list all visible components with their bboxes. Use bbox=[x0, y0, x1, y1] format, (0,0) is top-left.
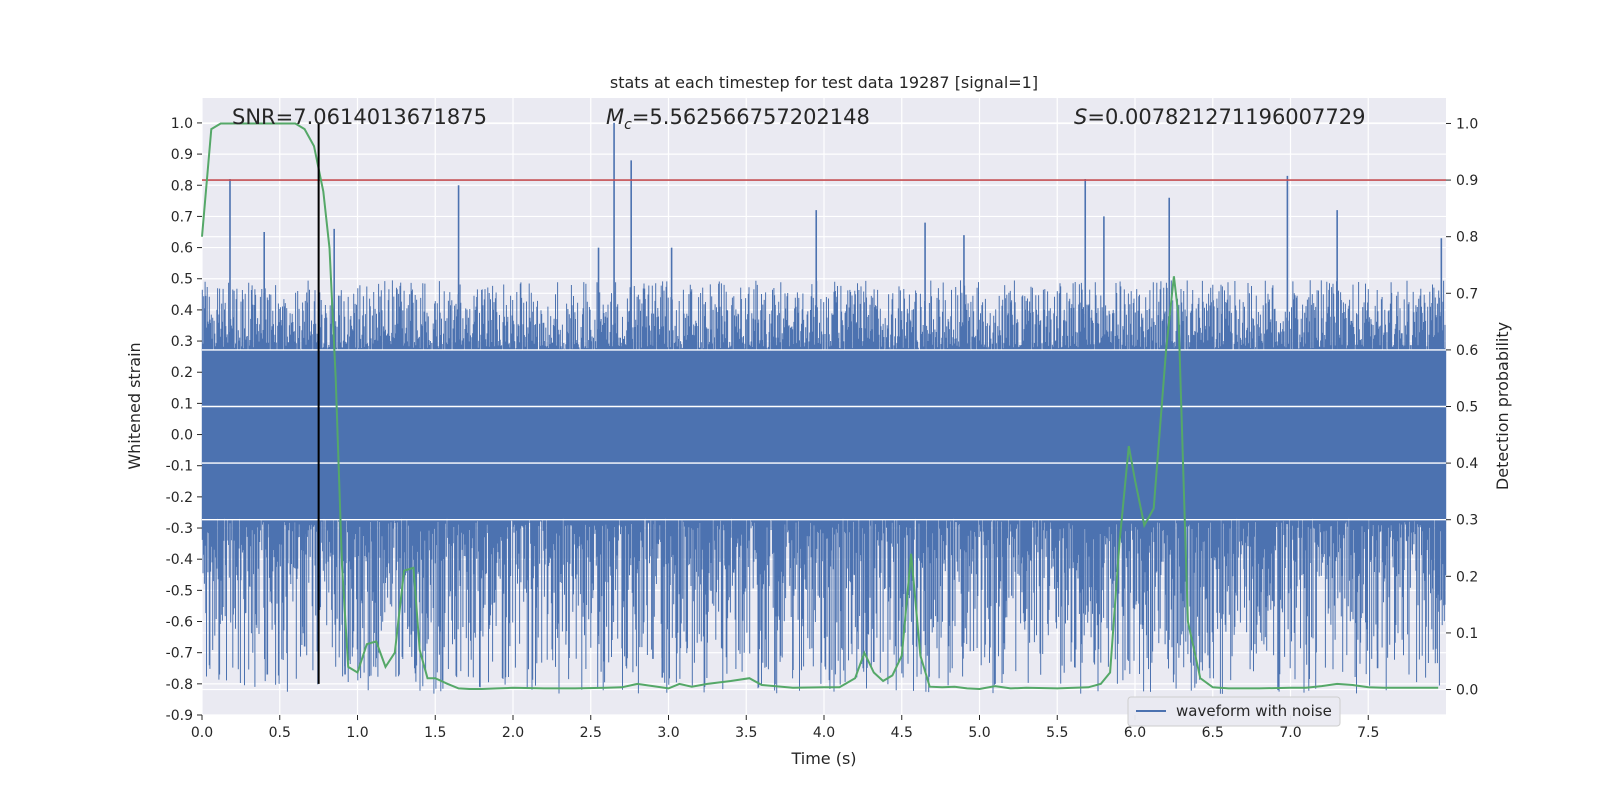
s-symbol: S bbox=[1074, 105, 1087, 129]
y-tick-label: 0.9 bbox=[171, 147, 193, 163]
y-tick-label: -0.3 bbox=[166, 521, 193, 537]
s-value: =0.007821271196007729 bbox=[1087, 105, 1365, 129]
chirp-mass-subscript: c bbox=[624, 117, 632, 133]
y-tick-label: 0.7 bbox=[171, 209, 193, 225]
x-tick-label: 6.0 bbox=[1124, 725, 1146, 741]
y-tick-label: -0.7 bbox=[166, 646, 193, 662]
chart-title: stats at each timestep for test data 192… bbox=[610, 73, 1038, 92]
x-axis-label: Time (s) bbox=[790, 749, 856, 768]
y-tick-label: 0.0 bbox=[171, 428, 193, 444]
x-tick-label: 1.5 bbox=[424, 725, 446, 741]
detection-probability-line bbox=[201, 122, 1439, 691]
legend-label-waveform: waveform with noise bbox=[1176, 702, 1332, 720]
snr-annotation: SNR=7.0614013671875 bbox=[232, 105, 487, 129]
y-tick-label: -0.5 bbox=[166, 583, 193, 599]
x-tick-label: 7.0 bbox=[1279, 725, 1301, 741]
y-tick-label: 0.2 bbox=[171, 365, 193, 381]
y-tick-label: 0.8 bbox=[171, 178, 193, 194]
y-tick-label: 0.1 bbox=[171, 396, 193, 412]
y-tick-label: 0.5 bbox=[171, 272, 193, 288]
x-tick-label: 0.5 bbox=[269, 725, 291, 741]
x-tick-label: 1.0 bbox=[346, 725, 368, 741]
y-tick-label: -0.6 bbox=[166, 615, 193, 631]
y-tick-label: 0.4 bbox=[171, 303, 193, 319]
chirp-mass-annotation: Mc=5.562566757202148 bbox=[606, 105, 870, 133]
chirp-mass-symbol: M bbox=[606, 105, 624, 129]
y-right-tick-label: 0.9 bbox=[1456, 173, 1478, 189]
x-tick-label: 2.5 bbox=[580, 725, 602, 741]
y-right-tick-label: 0.1 bbox=[1456, 626, 1478, 642]
y-right-tick-label: 0.4 bbox=[1456, 456, 1478, 472]
x-tick-label: 6.5 bbox=[1202, 725, 1224, 741]
x-tick-label: 7.5 bbox=[1357, 725, 1379, 741]
band-lines-layer bbox=[202, 179, 1446, 521]
y-tick-label: -0.9 bbox=[166, 708, 193, 724]
y-right-tick-label: 0.5 bbox=[1456, 400, 1478, 416]
y-right-tick-label: 0.3 bbox=[1456, 513, 1478, 529]
y-right-tick-label: 0.7 bbox=[1456, 286, 1478, 302]
y-tick-label: -0.8 bbox=[166, 677, 193, 693]
y-right-tick-label: 0.8 bbox=[1456, 230, 1478, 246]
y-right-tick-label: 0.6 bbox=[1456, 343, 1478, 359]
y-tick-label: 1.0 bbox=[171, 116, 193, 132]
waveform-noise bbox=[201, 280, 1447, 694]
x-tick-label: 2.0 bbox=[502, 725, 524, 741]
y-axis-right-label: Detection probability bbox=[1493, 322, 1512, 490]
x-tick-label: 5.0 bbox=[968, 725, 990, 741]
y-right-tick-label: 0.0 bbox=[1456, 683, 1478, 699]
tick-layer: 0.0 0.5 1.0 1.5 2.0 2.5 3.0 3.5 4.0 4.5 5.0 5.5 6.0 6… bbox=[166, 116, 1479, 741]
legend-box bbox=[1127, 696, 1341, 727]
y-tick-label: -0.1 bbox=[166, 459, 193, 475]
y-tick-label: -0.2 bbox=[166, 490, 193, 506]
y-tick-label: -0.4 bbox=[166, 552, 193, 568]
y-tick-label: 0.3 bbox=[171, 334, 193, 350]
x-tick-label: 3.0 bbox=[657, 725, 679, 741]
legend: waveform with noise bbox=[1127, 696, 1341, 727]
s-annotation: S=0.007821271196007729 bbox=[1074, 105, 1365, 129]
x-tick-label: 3.5 bbox=[735, 725, 757, 741]
x-tick-label: 4.5 bbox=[891, 725, 913, 741]
waveform-layer bbox=[201, 122, 1447, 694]
y-right-tick-label: 1.0 bbox=[1456, 116, 1478, 132]
y-right-tick-label: 0.2 bbox=[1456, 569, 1478, 585]
chirp-mass-value: =5.562566757202148 bbox=[632, 105, 870, 129]
x-tick-label: 4.0 bbox=[813, 725, 835, 741]
probability-layer bbox=[201, 122, 1439, 691]
x-tick-label: 0.0 bbox=[191, 725, 213, 741]
x-tick-label: 5.5 bbox=[1046, 725, 1068, 741]
y-tick-label: 0.6 bbox=[171, 241, 193, 257]
y-axis-label: Whitened strain bbox=[125, 342, 144, 469]
